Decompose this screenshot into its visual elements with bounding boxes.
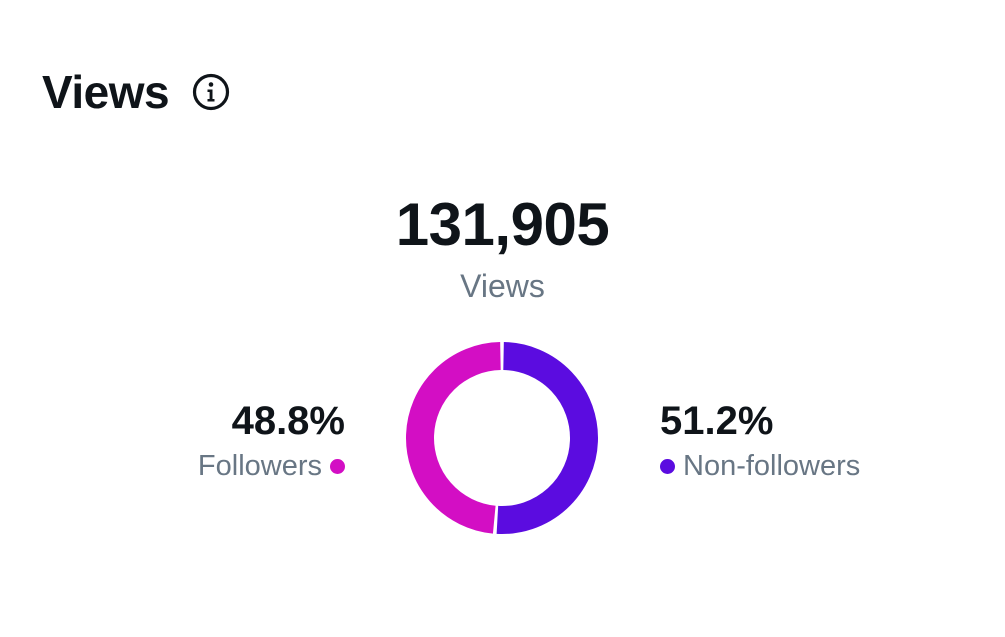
total-views-label: Views xyxy=(460,268,545,304)
non-followers-percent: 51.2% xyxy=(660,399,774,443)
total-views-value: 131,905 xyxy=(395,191,610,258)
non-followers-dot xyxy=(660,458,675,474)
donut-chart xyxy=(406,342,598,534)
total-block: 131,905 Views xyxy=(0,190,1005,306)
info-icon[interactable] xyxy=(191,72,231,112)
followers-label: Followers xyxy=(197,450,322,482)
non-followers-segment xyxy=(496,342,598,534)
header: Views xyxy=(42,62,231,122)
followers-legend-row: Followers xyxy=(198,447,345,485)
legend-non-followers: 51.2% Non-followers xyxy=(660,397,860,485)
legend-followers: 48.8% Followers xyxy=(198,397,345,485)
followers-percent: 48.8% xyxy=(231,399,345,443)
non-followers-legend-row: Non-followers xyxy=(660,447,860,485)
non-followers-label: Non-followers xyxy=(683,450,861,482)
followers-segment xyxy=(406,342,502,534)
page-title: Views xyxy=(42,66,170,118)
followers-dot xyxy=(330,458,345,474)
